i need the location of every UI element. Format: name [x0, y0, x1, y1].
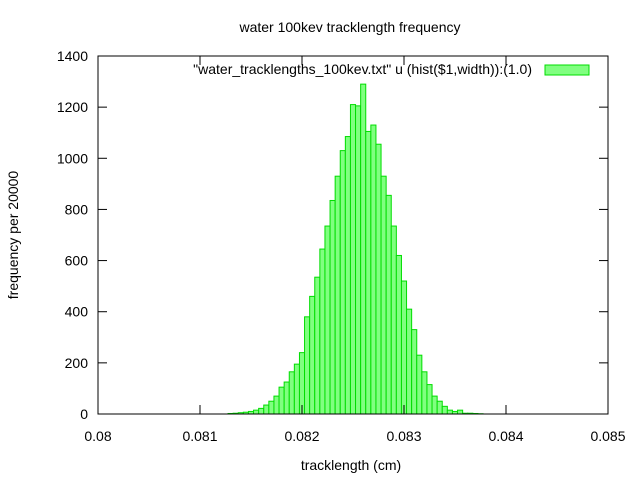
y-axis-label: frequency per 20000 [5, 171, 21, 300]
histogram-bar [427, 385, 432, 414]
histogram-bar [391, 226, 396, 414]
histogram-bar [422, 372, 427, 414]
histogram-bar [345, 137, 350, 414]
histogram-bar [447, 410, 452, 414]
histogram-bar [407, 309, 412, 414]
y-tick-label: 200 [65, 355, 89, 371]
histogram-bar [315, 277, 320, 414]
histogram-bar [335, 176, 340, 414]
histogram-bar [417, 355, 422, 414]
histogram-bar [442, 406, 447, 414]
histogram-bar [274, 396, 279, 414]
histogram-bar [299, 353, 304, 414]
x-tick-label: 0.08 [84, 428, 111, 444]
histogram-bar [432, 396, 437, 414]
histogram-bar [254, 410, 259, 414]
x-tick-label: 0.081 [182, 428, 217, 444]
histogram-bar [325, 226, 330, 414]
y-tick-label: 0 [80, 406, 88, 422]
y-tick-label: 1000 [57, 150, 88, 166]
y-tick-label: 1200 [57, 99, 88, 115]
x-tick-label: 0.083 [386, 428, 421, 444]
histogram-bar [279, 387, 284, 414]
legend-entry-label: "water_tracklengths_100kev.txt" u (hist(… [193, 61, 532, 77]
histogram-bar [284, 382, 289, 414]
histogram-bar [381, 176, 386, 414]
chart-title: water 100kev tracklength frequency [238, 19, 460, 35]
legend-swatch [545, 65, 589, 75]
histogram-bar [320, 249, 325, 414]
histogram-bar [305, 317, 310, 414]
histogram-bars [228, 84, 483, 414]
histogram-bar [386, 195, 391, 414]
histogram-bar [330, 200, 335, 414]
histogram-bar [259, 408, 264, 414]
histogram-bar [376, 144, 381, 414]
histogram-bar [437, 401, 442, 414]
histogram-bar [269, 401, 274, 414]
y-tick-label: 1400 [57, 48, 88, 64]
x-tick-label: 0.084 [488, 428, 523, 444]
histogram-bar [340, 151, 345, 414]
histogram-bar [361, 84, 366, 414]
histogram-bar [412, 330, 417, 414]
histogram-bar [310, 296, 315, 414]
x-axis-label: tracklength (cm) [301, 457, 401, 473]
x-tick-label: 0.085 [590, 428, 625, 444]
y-tick-label: 400 [65, 304, 89, 320]
legend: "water_tracklengths_100kev.txt" u (hist(… [193, 61, 589, 77]
histogram-bar [294, 364, 299, 414]
histogram-bar [371, 125, 376, 414]
y-tick-label: 600 [65, 253, 89, 269]
x-tick-label: 0.082 [284, 428, 319, 444]
histogram-bar [401, 281, 406, 414]
histogram-bar [350, 105, 355, 414]
histogram-bar [356, 106, 361, 414]
histogram-bar [289, 372, 294, 414]
histogram-bar [458, 410, 463, 414]
histogram-bar [264, 405, 269, 414]
histogram-bar [396, 255, 401, 414]
y-tick-label: 800 [65, 201, 89, 217]
histogram-bar [366, 131, 371, 414]
